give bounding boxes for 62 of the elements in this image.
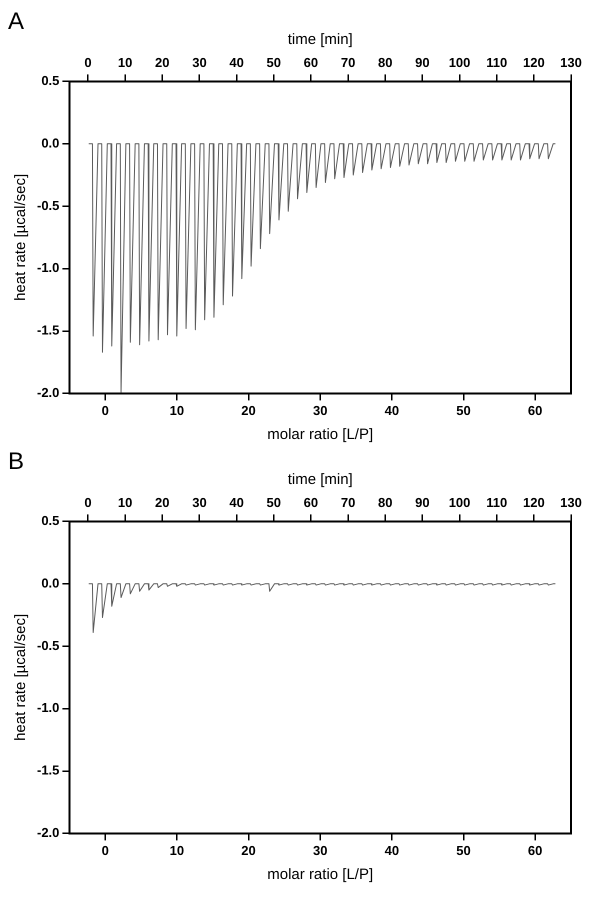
x2-tick-label: 10 [170, 402, 184, 418]
x2-axis-title: molar ratio [L/P] [267, 866, 374, 884]
x-tick-label: 0 [84, 55, 92, 70]
x-tick-label: 50 [266, 55, 281, 70]
x-tick-label: 110 [486, 495, 508, 510]
x-tick-label: 90 [415, 495, 430, 510]
y-tick-label: -1.5 [36, 762, 60, 778]
x-tick-label: 80 [378, 55, 392, 70]
x2-tick-label: 60 [528, 842, 542, 858]
x2-tick-label: 10 [170, 842, 184, 858]
x-tick-label: 30 [192, 55, 207, 70]
x-tick-label: 40 [229, 495, 244, 510]
y-axis-title: heat rate [µcal/sec] [12, 614, 30, 741]
x-tick-label: 100 [448, 495, 470, 510]
x2-tick-label: 20 [241, 842, 256, 858]
y-tick-label: 0.0 [41, 575, 60, 590]
y-tick-label: -0.5 [36, 638, 60, 653]
x2-tick-label: 30 [312, 842, 328, 858]
x-tick-label: 80 [378, 495, 392, 510]
x-tick-label: 50 [266, 495, 281, 510]
chart-title: A [8, 8, 24, 36]
x-tick-label: 70 [340, 495, 356, 510]
x2-tick-label: 60 [528, 402, 542, 418]
x-tick-label: 70 [340, 55, 356, 70]
chart-title: B [8, 448, 24, 476]
x2-tick-label: 0 [102, 842, 109, 858]
x2-tick-label: 50 [456, 842, 471, 858]
x2-tick-label: 50 [456, 402, 471, 418]
y-tick-label: -1.5 [36, 322, 60, 338]
x2-tick-label: 30 [312, 402, 328, 418]
x-tick-label: 40 [229, 55, 244, 70]
x2-tick-label: 40 [384, 402, 400, 418]
x-tick-label: 130 [560, 495, 582, 510]
y-tick-label: 0.5 [41, 72, 60, 88]
y-tick-label: -1.0 [36, 700, 60, 716]
x-tick-label: 110 [486, 55, 508, 70]
x-tick-label: 120 [522, 495, 545, 510]
x-tick-label: 90 [415, 55, 430, 70]
x-tick-label: 20 [155, 55, 170, 70]
x2-axis-title: molar ratio [L/P] [267, 426, 374, 444]
x-axis-title: time [min] [288, 30, 353, 48]
y-axis-title: heat rate [µcal/sec] [12, 174, 30, 301]
x-axis-title: time [min] [288, 470, 353, 488]
x-tick-label: 60 [304, 55, 318, 70]
x2-tick-label: 0 [102, 402, 109, 418]
y-tick-label: 0.0 [41, 135, 60, 150]
x-tick-label: 10 [118, 495, 132, 510]
x-tick-label: 0 [84, 495, 92, 510]
y-tick-label: -2.0 [36, 824, 60, 840]
y-tick-label: -2.0 [36, 384, 60, 400]
x-tick-label: 20 [155, 495, 170, 510]
x-tick-label: 60 [304, 495, 318, 510]
x-tick-label: 30 [192, 495, 207, 510]
y-tick-label: -1.0 [36, 260, 60, 276]
x-tick-label: 10 [118, 55, 132, 70]
x-tick-label: 130 [560, 55, 582, 70]
y-tick-label: -0.5 [36, 198, 60, 213]
x-tick-label: 100 [448, 55, 470, 70]
x-tick-label: 120 [522, 55, 545, 70]
x2-tick-label: 40 [384, 842, 400, 858]
y-tick-label: 0.5 [41, 512, 60, 528]
x2-tick-label: 20 [241, 402, 256, 418]
